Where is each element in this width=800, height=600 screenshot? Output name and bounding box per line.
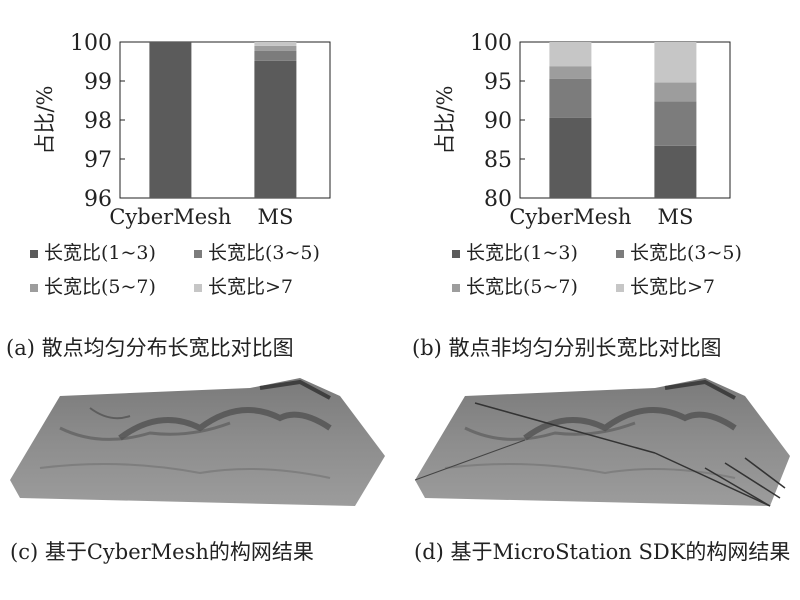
legend-a: 长宽比(1~3) 长宽比(3~5) 长宽比(5~7) 长宽比>7 [30, 238, 400, 308]
bar-segment [654, 82, 697, 102]
bar-segment [549, 78, 592, 118]
y-tick-label: 98 [84, 109, 112, 134]
legend-swatch [30, 284, 38, 292]
legend-swatch [616, 284, 624, 292]
legend-label: 长宽比(1~3) [466, 242, 578, 264]
legend-label: 长宽比(5~7) [466, 276, 578, 298]
y-tick-label: 95 [484, 70, 512, 95]
y-tick-label: 99 [84, 70, 112, 95]
legend-item: 长宽比(3~5) [194, 238, 320, 265]
legend-label: 长宽比>7 [630, 276, 716, 298]
legend-swatch [194, 284, 202, 292]
y-tick-label: 90 [484, 109, 512, 134]
y-axis-label: 占比/% [433, 85, 457, 154]
bar-segment [549, 117, 592, 198]
y-tick-label: 80 [484, 187, 512, 212]
y-axis-label: 占比/% [33, 85, 57, 154]
bar-segment [549, 42, 592, 67]
bar-segment [654, 101, 697, 146]
caption-b: (b) 散点非均匀分别长宽比对比图 [412, 336, 722, 360]
y-tick-label: 100 [70, 31, 112, 56]
y-tick-label: 85 [484, 148, 512, 173]
legend-swatch [194, 250, 202, 258]
bar-segment [254, 45, 297, 51]
chart-a: 96 97 98 99 100 占比/% CyberMesh MS [33, 31, 331, 229]
bar-segment [254, 50, 297, 61]
terrain-cybermesh-image [10, 378, 385, 506]
legend-item: 长宽比>7 [616, 272, 715, 299]
legend-item: 长宽比(1~3) [452, 238, 578, 265]
legend-swatch [616, 250, 624, 258]
legend-item: 长宽比(5~7) [30, 272, 156, 299]
legend-label: 长宽比(1~3) [44, 242, 156, 264]
caption-c: (c) 基于CyberMesh的构网结果 [10, 540, 314, 564]
legend-swatch [452, 284, 460, 292]
bar-segment [654, 145, 697, 198]
legend-item: 长宽比(1~3) [30, 238, 156, 265]
x-category-label: CyberMesh [109, 205, 231, 229]
bar-segment [254, 42, 297, 46]
y-tick-label: 97 [84, 148, 112, 173]
caption-d: (d) 基于MicroStation SDK的构网结果 [414, 540, 791, 564]
legend-label: 长宽比>7 [208, 276, 294, 298]
chart-b: 80 85 90 95 100 占比/% CyberMesh MS [433, 31, 731, 229]
legend-b: 长宽比(1~3) 长宽比(3~5) 长宽比(5~7) 长宽比>7 [452, 238, 797, 308]
x-category-label: CyberMesh [509, 205, 631, 229]
bar-segment [254, 60, 297, 198]
legend-swatch [30, 250, 38, 258]
legend-item: 长宽比>7 [194, 272, 293, 299]
y-tick-label: 96 [84, 187, 112, 212]
bar-segment [654, 42, 697, 83]
legend-label: 长宽比(3~5) [630, 242, 742, 264]
bar-segment [149, 42, 192, 198]
caption-a: (a) 散点均匀分布长宽比对比图 [6, 336, 294, 360]
legend-label: 长宽比(5~7) [44, 276, 156, 298]
legend-item: 长宽比(5~7) [452, 272, 578, 299]
x-category-label: MS [657, 205, 693, 229]
legend-swatch [452, 250, 460, 258]
bar-segment [549, 66, 592, 79]
legend-label: 长宽比(3~5) [208, 242, 320, 264]
x-category-label: MS [257, 205, 293, 229]
terrain-microstation-image [414, 378, 790, 507]
y-tick-label: 100 [470, 31, 512, 56]
legend-item: 长宽比(3~5) [616, 238, 742, 265]
